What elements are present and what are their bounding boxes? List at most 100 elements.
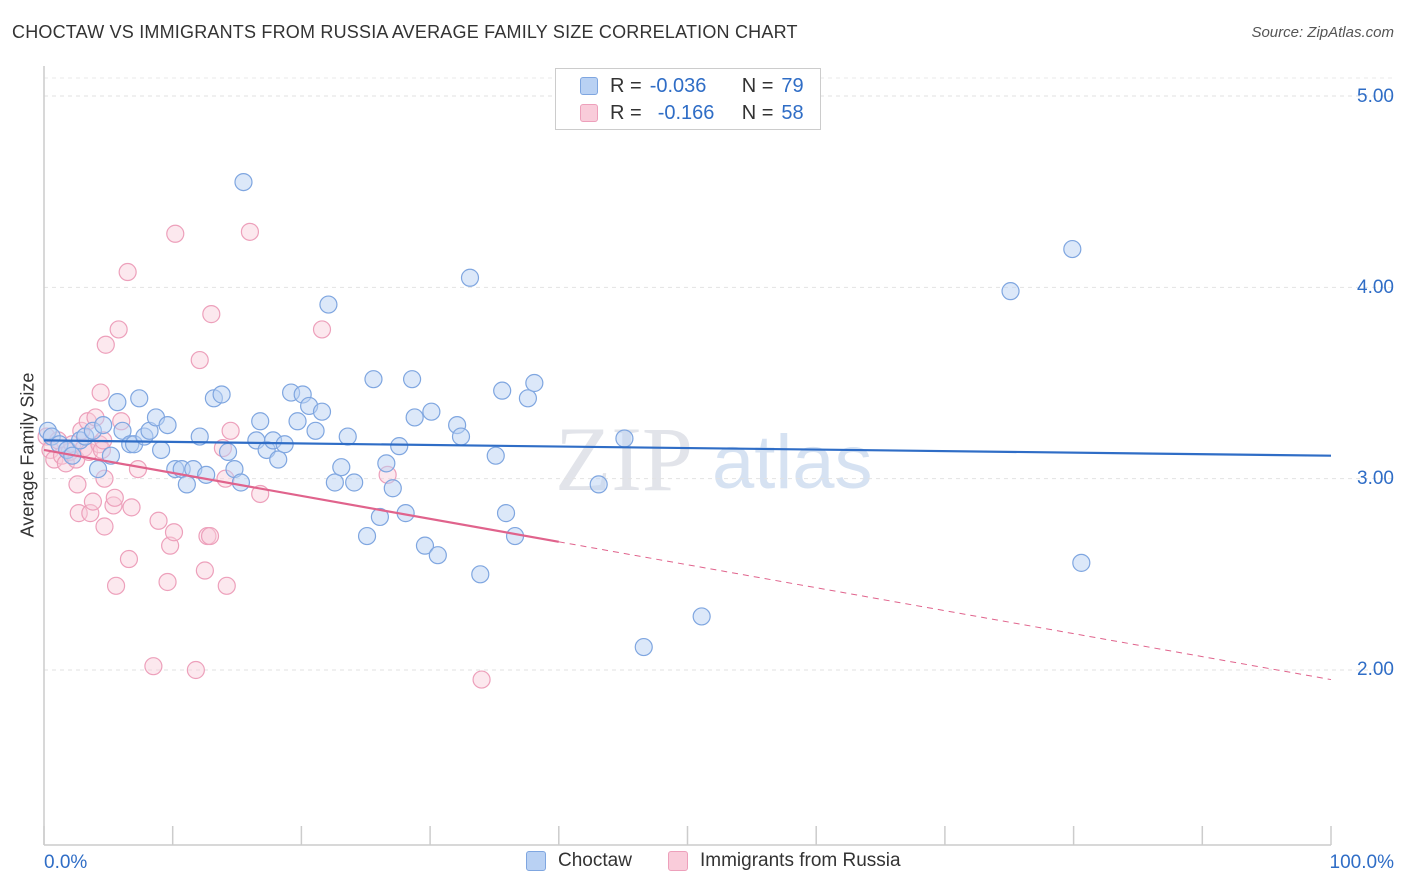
trend-line-russia-extension: [558, 541, 1332, 681]
point-choctaw-78: [1072, 553, 1091, 572]
point-russia-49: [221, 421, 240, 440]
point-choctaw-44: [312, 402, 332, 421]
point-choctaw-53: [377, 454, 396, 473]
russia-swatch: [580, 104, 598, 122]
point-choctaw-59: [415, 536, 435, 555]
point-choctaw-12: [113, 421, 132, 440]
point-russia-23: [95, 517, 114, 536]
point-choctaw-61: [428, 546, 447, 565]
y-axis-label: Average Family Size: [17, 372, 38, 538]
point-choctaw-52: [370, 507, 390, 527]
point-choctaw-32: [234, 173, 253, 192]
point-russia-38: [164, 523, 184, 542]
point-russia-32: [122, 498, 141, 517]
watermark-atlas: atlas: [712, 420, 873, 505]
point-choctaw-74: [634, 637, 653, 657]
point-choctaw-20: [158, 415, 177, 435]
point-choctaw-72: [615, 429, 634, 448]
point-choctaw-48: [338, 427, 357, 446]
y-tick-label-2: 2.00: [1357, 659, 1394, 680]
stats-legend: R = -0.036 N = 79 R = -0.166 N = 58: [555, 68, 821, 130]
bottom-legend-russia: Immigrants from Russia: [668, 850, 901, 872]
point-choctaw-64: [460, 268, 480, 287]
point-choctaw-47: [332, 458, 351, 477]
point-choctaw-50: [357, 526, 377, 546]
x-tick-label-min: 0.0%: [44, 852, 88, 873]
legend-series-name: Choctaw: [558, 850, 632, 871]
choctaw-swatch: [580, 77, 598, 95]
point-russia-50: [240, 222, 260, 241]
point-russia-52: [312, 320, 332, 339]
point-russia-9: [68, 475, 87, 494]
grid-lines: [44, 77, 1392, 671]
point-choctaw-23: [177, 475, 196, 494]
point-choctaw-40: [288, 412, 307, 431]
legend-r-label: R =: [610, 101, 642, 124]
legend-series-name: Immigrants from Russia: [700, 850, 901, 871]
watermark-zip: ZIP: [555, 408, 693, 510]
point-choctaw-19: [152, 440, 171, 460]
point-choctaw-66: [486, 446, 505, 465]
point-russia-37: [161, 536, 180, 555]
point-russia-25: [104, 496, 123, 515]
point-choctaw-70: [518, 389, 538, 408]
choctaw-points-front: [38, 173, 1091, 657]
point-russia-24: [96, 335, 115, 354]
choctaw-swatch: [526, 851, 546, 871]
point-choctaw-63: [451, 427, 471, 446]
legend-n-label: N =: [741, 74, 774, 97]
bottom-legend-choctaw: Choctaw: [526, 850, 632, 872]
legend-r-value: -0.036: [649, 74, 707, 97]
point-russia-54: [472, 670, 491, 689]
point-choctaw-76: [1001, 282, 1020, 301]
y-tick-label-5: 5.00: [1357, 86, 1394, 107]
point-choctaw-43: [306, 421, 325, 440]
point-russia-45: [202, 305, 221, 324]
point-choctaw-25: [190, 427, 209, 446]
point-russia-35: [149, 511, 168, 530]
point-choctaw-71: [525, 373, 544, 393]
point-choctaw-10: [101, 446, 121, 465]
legend-row-russia: R = -0.166 N = 58: [580, 100, 804, 126]
point-choctaw-77: [1063, 239, 1082, 259]
chart-title: CHOCTAW VS IMMIGRANTS FROM RUSSIA AVERAG…: [12, 22, 798, 42]
x-tick-label-max: 100.0%: [1329, 852, 1394, 873]
point-russia-34: [144, 657, 163, 676]
point-choctaw-54: [383, 479, 402, 498]
point-russia-42: [195, 561, 214, 580]
point-choctaw-58: [405, 408, 424, 427]
point-choctaw-37: [269, 450, 288, 469]
legend-r-value: -0.166: [657, 101, 715, 124]
point-choctaw-73: [589, 475, 608, 494]
legend-n-value: 58: [781, 101, 804, 124]
point-russia-33: [128, 460, 148, 479]
point-choctaw-55: [390, 437, 409, 456]
russia-swatch: [668, 851, 688, 871]
legend-n-value: 79: [781, 74, 804, 97]
point-russia-31: [119, 549, 139, 569]
point-choctaw-8: [88, 460, 108, 479]
point-choctaw-65: [471, 565, 490, 584]
point-russia-36: [158, 572, 177, 592]
point-russia-30: [118, 262, 137, 282]
point-choctaw-45: [319, 295, 338, 314]
point-choctaw-57: [402, 370, 422, 389]
point-russia-41: [190, 350, 209, 370]
point-russia-16: [83, 492, 103, 511]
source-note: Source: ZipAtlas.com: [1251, 24, 1394, 41]
point-russia-40: [186, 660, 205, 680]
point-choctaw-51: [364, 370, 383, 389]
point-choctaw-75: [692, 607, 711, 626]
x-ticks: [43, 826, 1332, 845]
point-choctaw-49: [345, 473, 364, 492]
point-russia-27: [106, 576, 126, 595]
legend-r-label: R =: [610, 74, 642, 97]
point-russia-28: [109, 320, 128, 339]
point-choctaw-60: [422, 402, 441, 421]
point-choctaw-28: [212, 385, 231, 404]
point-russia-48: [217, 576, 236, 595]
point-choctaw-9: [94, 415, 113, 435]
point-choctaw-46: [325, 473, 344, 492]
y-tick-label-3: 3.00: [1357, 468, 1394, 489]
